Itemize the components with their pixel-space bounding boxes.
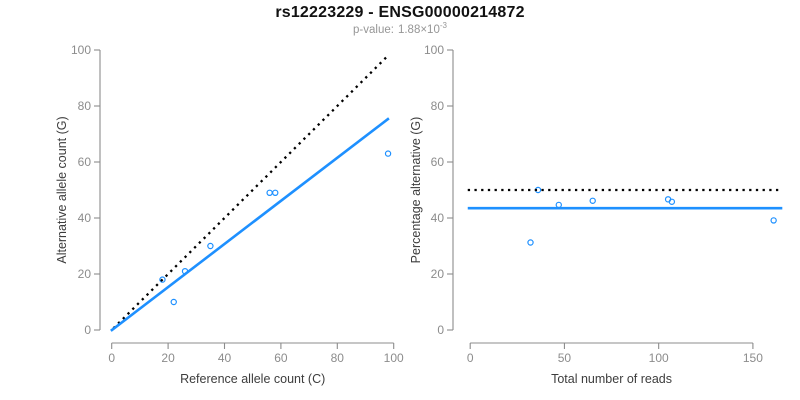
plot-title: rs12223229 - ENSG00000214872 [275, 4, 525, 21]
data-point [527, 239, 534, 246]
y-axis-tick-label: 0 [84, 323, 91, 337]
y-axis-tick-label: 100 [71, 43, 91, 57]
x-axis-tick-label: 20 [161, 351, 175, 365]
identity-line [112, 56, 388, 330]
x-axis-tick-label: 150 [743, 351, 763, 365]
y-axis-title: Percentage alternative (G) [409, 117, 423, 264]
x-axis-title: Reference allele count (C) [180, 372, 325, 386]
data-point [272, 189, 279, 196]
data-point [770, 217, 777, 224]
x-axis-tick-label: 100 [384, 351, 404, 365]
x-axis-tick-label: 100 [649, 351, 669, 365]
x-axis-tick-label: 0 [467, 351, 474, 365]
x-axis-tick-label: 60 [274, 351, 288, 365]
y-axis-tick-label: 40 [78, 211, 92, 225]
charts-canvas: 0 20 40 60 80 100 0 20 40 60 80 100 Reference allele… [55, 43, 783, 386]
pvalue-label: p-value: [353, 24, 394, 36]
data-point [384, 150, 392, 157]
y-axis-tick-label: 60 [78, 155, 92, 169]
y-axis-title: Alternative allele count (G) [55, 116, 69, 263]
plot-subtitle: p-value: 1.88×10-3 [0, 21, 800, 36]
data-point [668, 198, 676, 205]
y-axis-tick-label: 80 [431, 99, 445, 113]
y-axis-tick-label: 20 [431, 267, 445, 281]
y-axis-tick-label: 0 [437, 323, 444, 337]
data-point [170, 298, 177, 306]
right-chart: 0 20 40 60 80 100 0 50 100 150 Total number of rea… [409, 43, 783, 386]
data-point [555, 201, 562, 209]
y-axis-tick-label: 60 [431, 155, 445, 169]
y-axis-tick-label: 40 [431, 211, 445, 225]
y-axis-tick-label: 20 [78, 267, 92, 281]
data-point [266, 189, 273, 196]
data-point [159, 276, 166, 283]
x-axis-tick-label: 0 [108, 351, 115, 365]
x-axis-tick-label: 40 [218, 351, 232, 365]
x-axis-title: Total number of reads [551, 372, 672, 386]
data-point [589, 197, 596, 204]
x-axis-tick-label: 50 [558, 351, 572, 365]
regression-line [110, 117, 390, 332]
pvalue-exponent: -3 [439, 21, 447, 31]
y-axis-tick-label: 80 [78, 99, 92, 113]
left-chart: 0 20 40 60 80 100 0 20 40 60 80 100 Reference allele… [55, 43, 404, 386]
x-axis-tick-label: 80 [331, 351, 345, 365]
pvalue-mantissa: 1.88×10 [397, 24, 440, 36]
data-point [207, 242, 214, 250]
y-axis-tick-label: 100 [424, 43, 444, 57]
